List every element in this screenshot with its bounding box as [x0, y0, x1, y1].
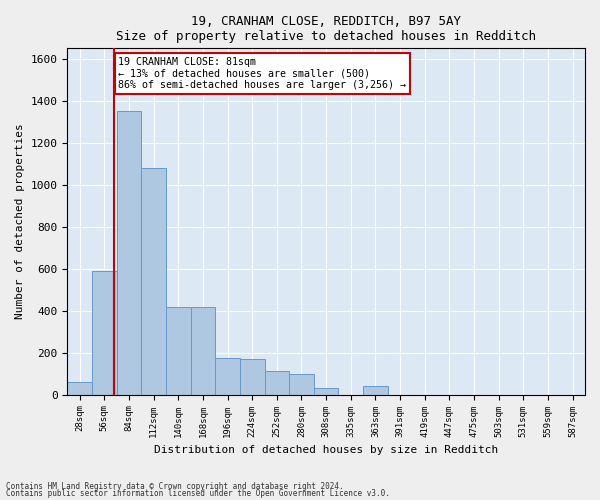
Bar: [141, 168, 166, 394]
Bar: [363, 386, 388, 394]
Bar: [67, 382, 92, 394]
Y-axis label: Number of detached properties: Number of detached properties: [15, 124, 25, 320]
Bar: [116, 112, 141, 395]
Text: Contains public sector information licensed under the Open Government Licence v3: Contains public sector information licen…: [6, 489, 390, 498]
Text: 19 CRANHAM CLOSE: 81sqm
← 13% of detached houses are smaller (500)
86% of semi-d: 19 CRANHAM CLOSE: 81sqm ← 13% of detache…: [118, 57, 406, 90]
Bar: [314, 388, 338, 394]
Bar: [240, 359, 265, 394]
Bar: [265, 370, 289, 394]
X-axis label: Distribution of detached houses by size in Redditch: Distribution of detached houses by size …: [154, 445, 498, 455]
Bar: [92, 271, 116, 394]
Bar: [166, 306, 191, 394]
Bar: [289, 374, 314, 394]
Title: 19, CRANHAM CLOSE, REDDITCH, B97 5AY
Size of property relative to detached house: 19, CRANHAM CLOSE, REDDITCH, B97 5AY Siz…: [116, 15, 536, 43]
Text: Contains HM Land Registry data © Crown copyright and database right 2024.: Contains HM Land Registry data © Crown c…: [6, 482, 344, 491]
Bar: [215, 358, 240, 395]
Bar: [191, 306, 215, 394]
